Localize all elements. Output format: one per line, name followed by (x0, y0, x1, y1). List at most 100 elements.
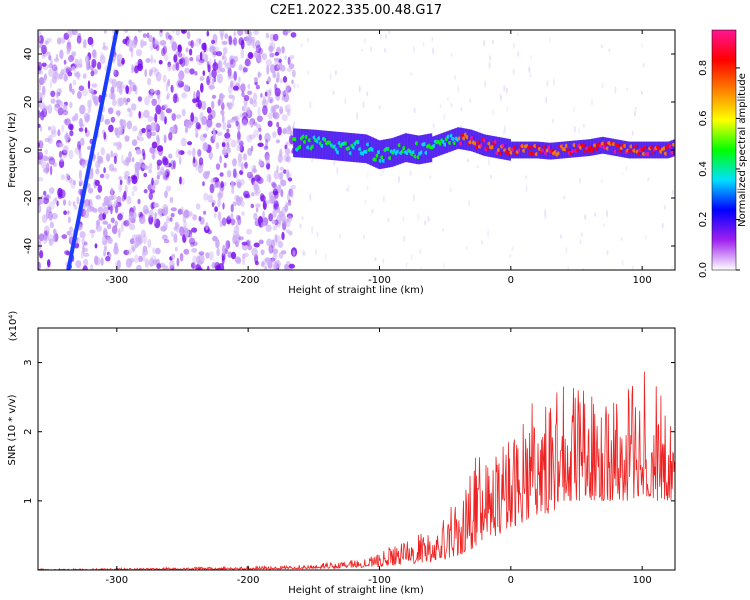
noise-speck (240, 83, 246, 93)
noise-speck (167, 80, 171, 87)
noise-speck (283, 169, 287, 174)
noise-speck (183, 248, 190, 255)
noise-speck (81, 88, 88, 97)
noise-speck (255, 207, 259, 213)
noise-speck (65, 133, 69, 144)
noise-speck (431, 36, 434, 42)
noise-speck (315, 248, 317, 257)
noise-speck (143, 189, 148, 194)
noise-speck (123, 97, 127, 103)
noise-speck (582, 123, 585, 128)
noise-speck (162, 265, 169, 270)
noise-speck (150, 202, 154, 211)
noise-speck (620, 236, 623, 241)
noise-speck (134, 65, 139, 74)
noise-speck (90, 264, 94, 270)
noise-speck (161, 234, 168, 241)
noise-speck (281, 91, 286, 96)
noise-speck (46, 194, 52, 200)
noise-speck (84, 199, 91, 207)
noise-speck (50, 125, 57, 135)
noise-speck (163, 134, 167, 144)
noise-speck (219, 172, 224, 177)
noise-speck (69, 130, 74, 137)
noise-speck (503, 125, 506, 133)
noise-speck (224, 33, 229, 39)
noise-speck (198, 215, 202, 222)
noise-speck (544, 209, 547, 217)
noise-speck (63, 59, 67, 65)
noise-speck (222, 147, 228, 156)
noise-speck (671, 265, 674, 270)
y-tick-label: -20 (23, 190, 34, 206)
noise-speck (148, 168, 153, 174)
noise-speck (224, 132, 231, 139)
colorbar: 0.0 0.2 0.4 0.6 0.8 Normalized spectral ampl… (698, 29, 748, 278)
noise-speck (75, 260, 82, 269)
noise-speck (621, 172, 624, 176)
noise-speck (42, 76, 46, 84)
noise-speck (634, 110, 636, 117)
x-tick-label: -300 (105, 275, 128, 286)
noise-speck (154, 113, 158, 123)
noise-speck (143, 41, 147, 46)
noise-speck (87, 99, 91, 108)
noise-speck (247, 147, 253, 156)
noise-speck (173, 233, 178, 244)
noise-speck (292, 69, 296, 78)
noise-speck (89, 64, 95, 71)
noise-speck (206, 106, 212, 114)
noise-speck (79, 117, 83, 128)
noise-speck (487, 229, 490, 238)
noise-speck (311, 158, 314, 163)
noise-speck (578, 177, 581, 184)
noise-speck (39, 126, 43, 132)
noise-speck (118, 183, 123, 193)
noise-speck (237, 215, 242, 226)
noise-speck (529, 73, 532, 78)
noise-speck (232, 158, 237, 167)
noise-speck (128, 110, 133, 118)
noise-speck (187, 211, 193, 217)
noise-speck (43, 235, 50, 242)
noise-speck (100, 257, 104, 266)
noise-speck (83, 241, 88, 246)
noise-speck (123, 190, 127, 200)
noise-speck (38, 36, 41, 42)
noise-speck (222, 47, 228, 55)
noise-speck (235, 214, 240, 221)
noise-speck (81, 237, 86, 247)
noise-speck (246, 171, 253, 179)
noise-speck (525, 184, 528, 193)
noise-speck (87, 36, 94, 46)
noise-speck (232, 230, 239, 239)
noise-speck (281, 114, 288, 122)
noise-speck (279, 62, 283, 71)
noise-speck (204, 53, 209, 63)
noise-speck (260, 195, 266, 202)
noise-speck (246, 36, 253, 46)
noise-speck (125, 85, 129, 94)
noise-speck (241, 253, 246, 259)
noise-speck (275, 139, 281, 144)
noise-speck (156, 174, 160, 180)
noise-speck (38, 151, 44, 160)
noise-speck (152, 152, 155, 160)
snr-x-ticks: -300 -200 -100 0 100 (105, 328, 652, 586)
noise-speck (243, 94, 250, 102)
noise-speck (274, 87, 281, 97)
noise-speck (136, 162, 142, 168)
noise-speck (63, 73, 68, 82)
noise-speck (241, 119, 248, 127)
y-tick-label: 1 (23, 498, 34, 504)
noise-speck (253, 129, 259, 138)
noise-speck (264, 257, 271, 263)
noise-speck (213, 58, 217, 68)
noise-speck (250, 145, 254, 152)
noise-speck (265, 224, 272, 232)
noise-speck (251, 192, 255, 197)
noise-speck (278, 252, 284, 259)
noise-speck (362, 101, 365, 109)
noise-speck (124, 30, 129, 34)
noise-speck (69, 124, 74, 131)
